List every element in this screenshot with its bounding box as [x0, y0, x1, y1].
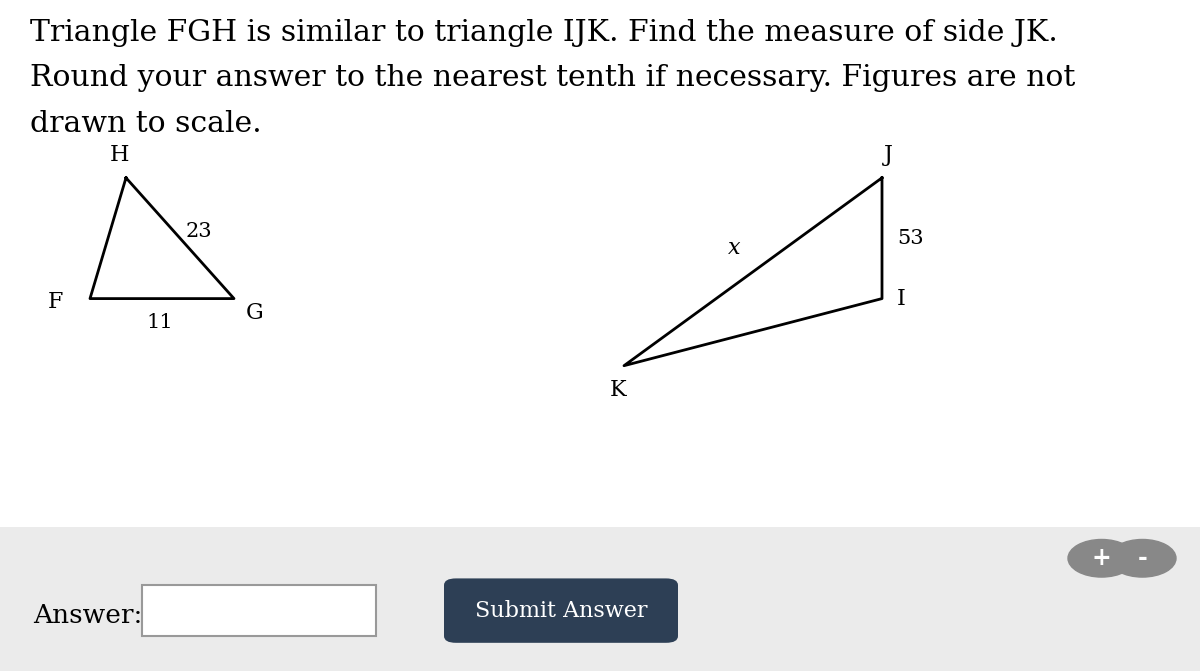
Text: drawn to scale.: drawn to scale.: [30, 110, 262, 138]
Text: x: x: [728, 238, 740, 259]
Text: I: I: [896, 288, 905, 309]
Text: +: +: [1092, 546, 1111, 570]
Text: G: G: [246, 302, 264, 324]
Text: 23: 23: [186, 222, 212, 241]
Text: F: F: [48, 291, 64, 313]
Circle shape: [1109, 539, 1176, 577]
Text: J: J: [883, 144, 893, 166]
Circle shape: [1068, 539, 1135, 577]
Text: 53: 53: [898, 229, 924, 248]
Text: Answer:: Answer:: [34, 603, 143, 629]
Text: -: -: [1138, 546, 1147, 570]
Text: Triangle FGH is similar to triangle IJK. Find the measure of side JK.: Triangle FGH is similar to triangle IJK.…: [30, 19, 1057, 47]
FancyBboxPatch shape: [444, 578, 678, 643]
Text: H: H: [110, 144, 130, 166]
FancyBboxPatch shape: [0, 527, 1200, 671]
Text: Submit Answer: Submit Answer: [475, 600, 647, 621]
Text: Round your answer to the nearest tenth if necessary. Figures are not: Round your answer to the nearest tenth i…: [30, 64, 1075, 93]
FancyBboxPatch shape: [142, 585, 376, 636]
Text: 11: 11: [146, 313, 173, 332]
Text: K: K: [610, 379, 626, 401]
